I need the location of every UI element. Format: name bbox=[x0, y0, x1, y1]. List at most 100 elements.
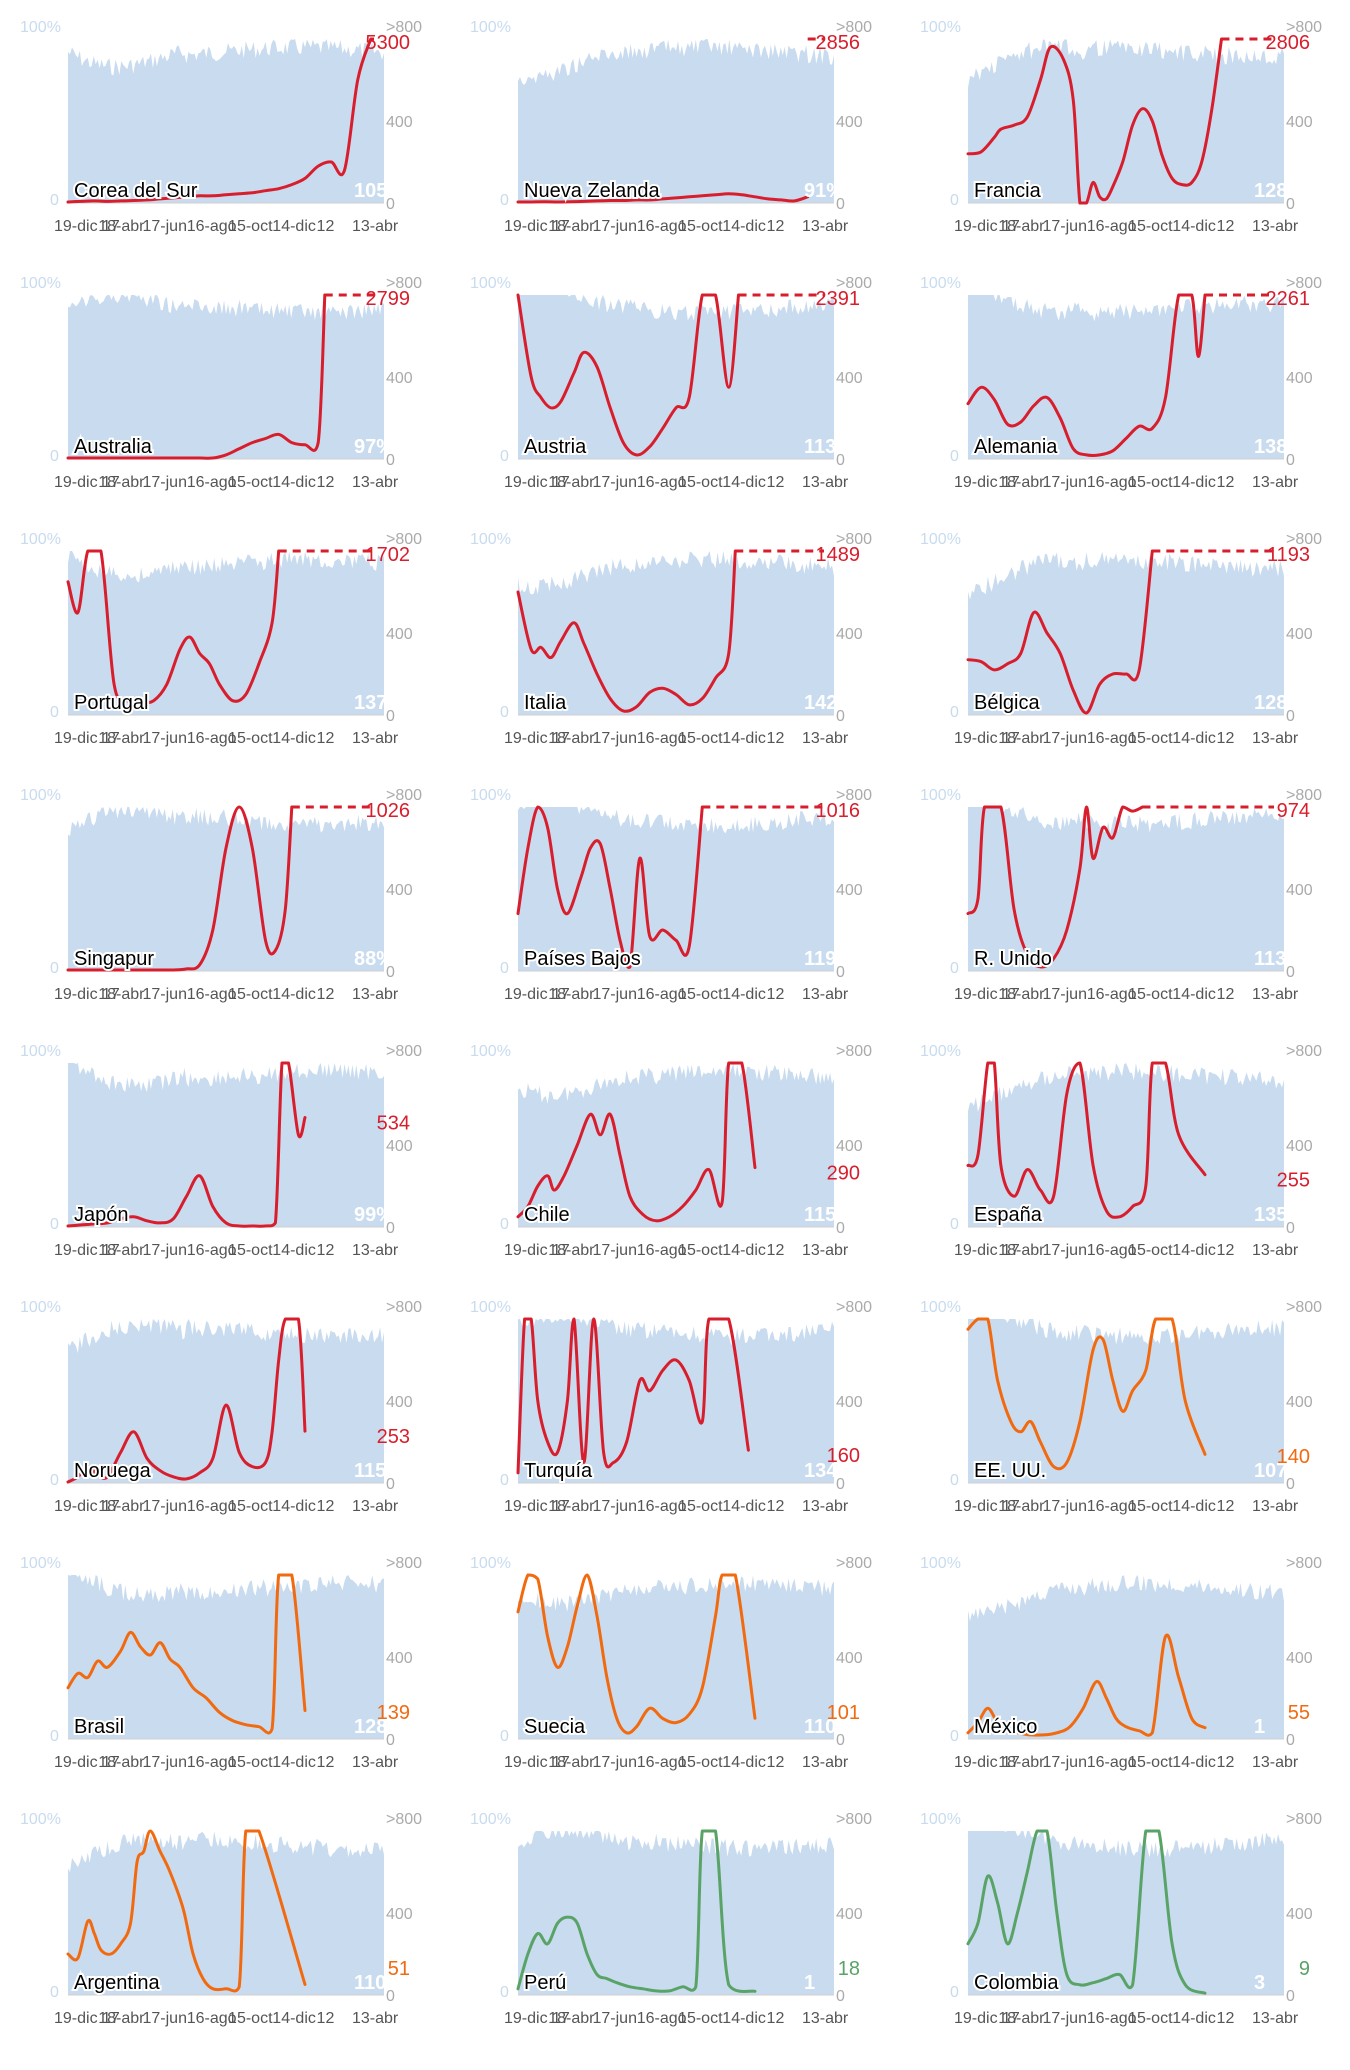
country-title: Singapur bbox=[74, 948, 154, 970]
left-axis-top-label: 100% bbox=[470, 787, 511, 804]
right-axis-top-label: >800 bbox=[386, 531, 422, 548]
incidence-line bbox=[66, 293, 327, 460]
x-tick-label: 17-jun bbox=[1043, 2010, 1087, 2027]
x-tick-label: 17-jun bbox=[143, 2010, 187, 2027]
last-value-label: 974 bbox=[1277, 800, 1310, 822]
x-tick-label: 15-oct bbox=[1128, 218, 1173, 235]
x-tick-label: 15-oct bbox=[678, 2010, 723, 2027]
right-axis-top-label: >800 bbox=[1286, 531, 1322, 548]
left-axis-bottom-label: 0 bbox=[50, 1728, 59, 1745]
x-tick-label: 14-dic bbox=[1172, 986, 1216, 1003]
left-axis-top-label: 100% bbox=[470, 1811, 511, 1828]
x-tick-label: 19-dic 17 bbox=[954, 1242, 1020, 1259]
right-axis-bottom-label: 0 bbox=[1286, 1988, 1295, 2005]
right-axis-mid-label: 400 bbox=[1286, 1906, 1313, 1923]
country-title: Suecia bbox=[524, 1716, 586, 1738]
right-axis-mid-label: 400 bbox=[386, 1906, 413, 1923]
last-value-label: 18 bbox=[838, 1958, 860, 1980]
left-axis-top-label: 100% bbox=[20, 531, 61, 548]
x-tick-label: 13-abr bbox=[352, 218, 399, 235]
country-chart-panel: 100% 0 >800 400 0 19-dic 17 18-abr 17-jun 16-ago… bbox=[450, 512, 900, 768]
left-axis-top-label: 100% bbox=[20, 1043, 61, 1060]
vaccination-area bbox=[518, 295, 834, 459]
x-tick-label: 13-abr bbox=[1252, 2010, 1299, 2027]
left-axis-bottom-label: 0 bbox=[500, 1984, 509, 2001]
right-axis-top-label: >800 bbox=[836, 19, 872, 36]
x-tick-label: 13-abr bbox=[1252, 218, 1299, 235]
x-tick-label: 14-dic bbox=[1172, 1242, 1216, 1259]
x-tick-label: 15-oct bbox=[678, 474, 723, 491]
x-tick-label: 12 bbox=[1217, 986, 1235, 1003]
x-tick-label: 15-oct bbox=[228, 986, 273, 1003]
left-axis-bottom-label: 0 bbox=[50, 704, 59, 721]
left-axis-bottom-label: 0 bbox=[950, 1472, 959, 1489]
right-axis-bottom-label: 0 bbox=[836, 196, 845, 213]
x-tick-label: 16-ago bbox=[637, 1242, 687, 1259]
right-axis-top-label: >800 bbox=[386, 1555, 422, 1572]
x-tick-label: 14-dic bbox=[722, 1242, 766, 1259]
vaccination-area bbox=[68, 807, 384, 971]
left-axis-bottom-label: 0 bbox=[500, 1216, 509, 1233]
x-tick-label: 18-abr bbox=[98, 218, 145, 235]
left-axis-top-label: 100% bbox=[470, 1043, 511, 1060]
x-tick-label: 15-oct bbox=[1128, 1754, 1173, 1771]
incidence-line bbox=[966, 37, 1223, 205]
right-axis-bottom-label: 0 bbox=[386, 1988, 395, 2005]
x-tick-label: 13-abr bbox=[352, 1498, 399, 1515]
x-tick-label: 19-dic 17 bbox=[54, 2010, 120, 2027]
last-value-label: 1026 bbox=[366, 800, 411, 822]
incidence-line bbox=[66, 1061, 307, 1228]
left-axis-bottom-label: 0 bbox=[50, 960, 59, 977]
incidence-line bbox=[966, 1061, 1207, 1219]
x-tick-label: 12 bbox=[1217, 730, 1235, 747]
x-tick-label: 13-abr bbox=[802, 1754, 849, 1771]
country-title: México bbox=[974, 1716, 1037, 1738]
last-value-label: 2799 bbox=[366, 288, 411, 310]
x-tick-label: 18-abr bbox=[548, 1242, 595, 1259]
left-axis-top-label: 100% bbox=[470, 275, 511, 292]
country-chart-panel: 100% 0 >800 400 0 19-dic 17 18-abr 17-jun 16-ago… bbox=[0, 1792, 450, 2048]
x-tick-label: 17-jun bbox=[593, 1242, 637, 1259]
vaccination-pct-label: 1 bbox=[804, 1972, 815, 1994]
right-axis-bottom-label: 0 bbox=[1286, 196, 1295, 213]
x-tick-label: 15-oct bbox=[1128, 986, 1173, 1003]
vaccination-area bbox=[968, 807, 1284, 971]
x-tick-label: 19-dic 17 bbox=[54, 730, 120, 747]
x-tick-label: 19-dic 17 bbox=[954, 2010, 1020, 2027]
x-tick-label: 18-abr bbox=[998, 730, 1045, 747]
x-tick-label: 13-abr bbox=[1252, 1498, 1299, 1515]
right-axis-top-label: >800 bbox=[386, 787, 422, 804]
x-tick-label: 15-oct bbox=[228, 218, 273, 235]
country-chart-panel: 100% 0 >800 400 0 19-dic 17 18-abr 17-jun 16-ago… bbox=[450, 1280, 900, 1536]
x-tick-label: 14-dic bbox=[272, 1242, 316, 1259]
vaccination-area bbox=[518, 39, 834, 203]
vaccination-area bbox=[968, 551, 1284, 715]
country-title: Noruega bbox=[74, 1460, 152, 1482]
x-tick-label: 12 bbox=[1217, 474, 1235, 491]
country-chart-panel: 100% 0 >800 400 0 19-dic 17 18-abr 17-jun 16-ago… bbox=[0, 512, 450, 768]
country-chart-panel: 100% 0 >800 400 0 19-dic 17 18-abr 17-jun 16-ago… bbox=[900, 256, 1350, 512]
left-axis-top-label: 100% bbox=[470, 19, 511, 36]
last-value-label: 2391 bbox=[816, 288, 861, 310]
x-tick-label: 17-jun bbox=[1043, 474, 1087, 491]
right-axis-mid-label: 400 bbox=[1286, 114, 1313, 131]
vaccination-pct-label: 107 bbox=[1254, 1460, 1287, 1482]
x-tick-label: 12 bbox=[767, 218, 785, 235]
last-value-label: 9 bbox=[1299, 1958, 1310, 1980]
x-tick-label: 13-abr bbox=[1252, 474, 1299, 491]
x-tick-label: 13-abr bbox=[352, 474, 399, 491]
x-tick-label: 17-jun bbox=[1043, 986, 1087, 1003]
left-axis-top-label: 100% bbox=[920, 1811, 961, 1828]
vaccination-pct-label: 115 bbox=[354, 1460, 386, 1482]
x-tick-label: 14-dic bbox=[722, 986, 766, 1003]
left-axis-bottom-label: 0 bbox=[950, 1984, 959, 2001]
country-title: Países Bajos bbox=[524, 948, 641, 970]
x-tick-label: 18-abr bbox=[998, 1242, 1045, 1259]
x-tick-label: 16-ago bbox=[1087, 474, 1137, 491]
country-chart-panel: 100% 0 >800 400 0 19-dic 17 18-abr 17-jun 16-ago… bbox=[0, 768, 450, 1024]
x-tick-label: 15-oct bbox=[228, 1754, 273, 1771]
